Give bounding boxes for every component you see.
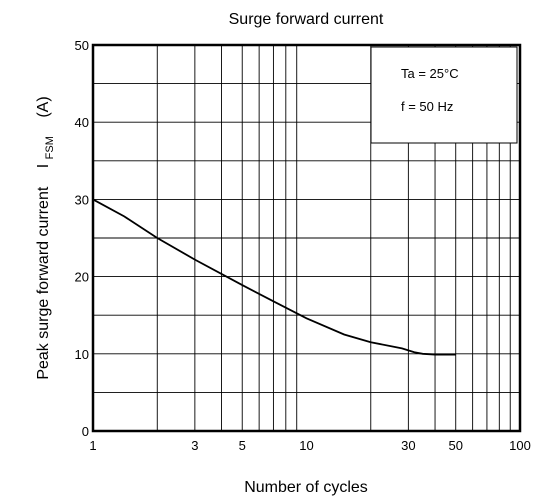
y-tick-label: 10 xyxy=(75,347,89,362)
y-axis-symbol-subscript: FSM xyxy=(44,136,56,159)
legend: Ta = 25°C f = 50 Hz xyxy=(371,47,517,143)
x-tick-label: 10 xyxy=(299,438,313,453)
x-tick-label: 3 xyxy=(191,438,198,453)
y-tick-label: 0 xyxy=(82,424,89,439)
x-tick-labels: 1 3 5 10 30 50 100 xyxy=(89,438,530,453)
x-tick-label: 100 xyxy=(509,438,531,453)
y-tick-label: 50 xyxy=(75,38,89,53)
y-tick-label: 30 xyxy=(75,192,89,207)
x-tick-label: 30 xyxy=(401,438,415,453)
x-tick-label: 50 xyxy=(448,438,462,453)
y-axis-unit: (A) xyxy=(35,96,52,117)
y-tick-label: 20 xyxy=(75,270,89,285)
y-tick-label: 40 xyxy=(75,115,89,130)
x-tick-label: 1 xyxy=(89,438,96,453)
legend-line-temperature: Ta = 25°C xyxy=(401,66,459,81)
y-tick-labels: 0 10 20 30 40 50 xyxy=(75,38,89,439)
y-axis-label-text: Peak surge forward current xyxy=(35,186,52,380)
y-axis-symbol: I xyxy=(35,164,52,168)
legend-box xyxy=(371,47,517,143)
legend-line-frequency: f = 50 Hz xyxy=(401,99,453,114)
y-axis-label: Peak surge forward current I FSM (A) xyxy=(35,96,57,379)
x-axis-label: Number of cycles xyxy=(244,479,368,496)
chart-title: Surge forward current xyxy=(229,11,384,28)
x-tick-label: 5 xyxy=(239,438,246,453)
